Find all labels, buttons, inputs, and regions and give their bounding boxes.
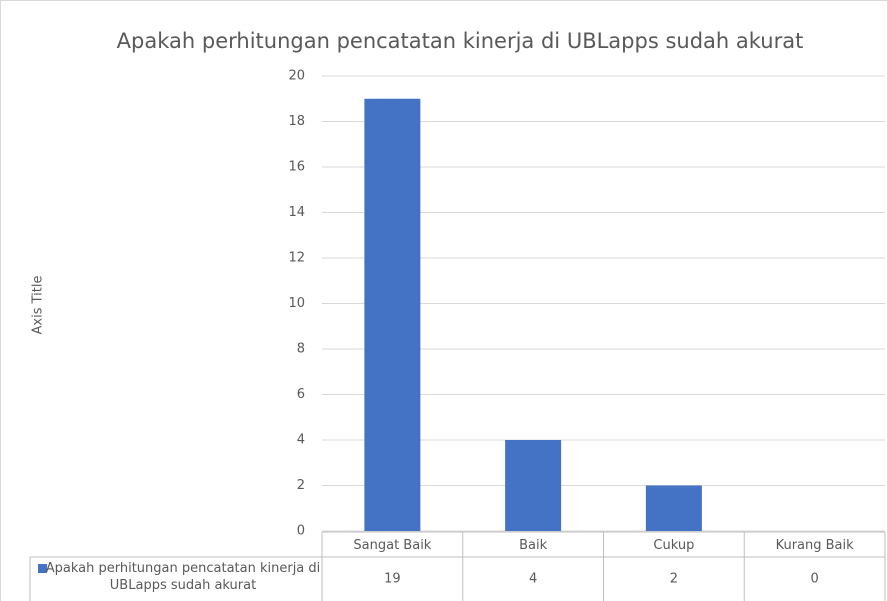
- table-value: 19: [384, 572, 401, 587]
- y-tick-label: 20: [288, 69, 305, 84]
- y-tick-label: 8: [297, 342, 305, 357]
- y-tick-label: 4: [297, 433, 305, 448]
- legend-swatch: [38, 564, 47, 573]
- legend-label: Apakah perhitungan pencatatan kinerja di…: [45, 561, 321, 593]
- y-tick-label: 18: [288, 114, 305, 129]
- legend-label-box: Apakah perhitungan pencatatan kinerja di…: [45, 561, 321, 593]
- y-tick-label: 0: [297, 524, 305, 539]
- x-tick-label: Baik: [519, 538, 547, 553]
- x-tick-label: Cukup: [653, 538, 694, 553]
- bar: [364, 98, 421, 531]
- x-tick-label: Kurang Baik: [776, 538, 855, 553]
- bar: [645, 485, 702, 531]
- x-tick-label: Sangat Baik: [353, 538, 431, 553]
- y-tick-label: 16: [288, 160, 305, 175]
- y-axis-title: Axis Title: [31, 276, 46, 335]
- table-value: 4: [529, 572, 537, 587]
- table-value: 0: [810, 572, 818, 587]
- y-tick-label: 2: [297, 478, 305, 493]
- y-tick-label: 14: [288, 205, 305, 220]
- y-tick-label: 6: [297, 387, 305, 402]
- chart-title: Apakah perhitungan pencatatan kinerja di…: [117, 29, 804, 53]
- y-tick-label: 10: [288, 296, 305, 311]
- y-tick-label: 12: [288, 251, 305, 266]
- table-value: 2: [670, 572, 678, 587]
- bar: [505, 440, 562, 531]
